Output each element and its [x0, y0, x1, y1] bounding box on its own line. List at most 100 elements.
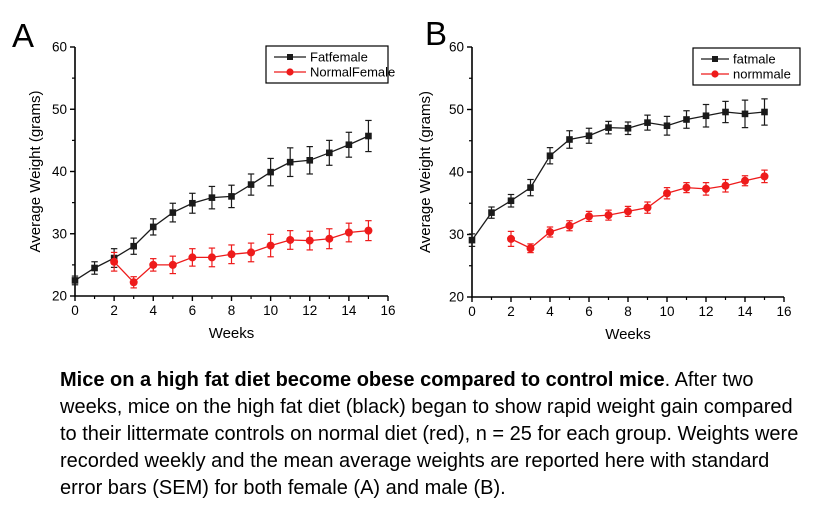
square-marker — [130, 242, 137, 250]
square-marker — [624, 124, 632, 132]
square-marker — [741, 110, 749, 118]
y-tick-label: 20 — [449, 290, 464, 305]
square-marker — [71, 277, 79, 284]
x-tick-label: 16 — [380, 303, 395, 318]
y-axis: 20 30 40 50 60 — [52, 40, 75, 304]
square-marker — [91, 264, 98, 272]
series-markers — [507, 172, 769, 253]
y-tick-label: 40 — [52, 164, 67, 179]
x-tick-label: 10 — [263, 303, 278, 318]
square-marker — [149, 223, 157, 231]
x-tick-label: 4 — [149, 303, 157, 318]
square-marker — [663, 122, 671, 130]
circle-marker — [247, 248, 256, 257]
x-tick-label: 6 — [189, 303, 197, 318]
square-marker — [208, 194, 216, 201]
square-marker — [488, 209, 495, 216]
square-marker — [326, 149, 333, 157]
x-axis-label: Weeks — [209, 325, 255, 342]
y-tick-label: 60 — [449, 40, 464, 55]
circle-marker — [721, 181, 730, 190]
circle-marker — [585, 212, 593, 221]
square-marker — [228, 193, 235, 200]
y-axis-label: Average Weight (grams) — [417, 91, 434, 253]
square-marker — [546, 152, 554, 160]
y-tick-label: 50 — [449, 102, 464, 117]
x-tick-label: 16 — [776, 304, 791, 319]
circle-marker — [624, 207, 632, 216]
series-normmale — [507, 169, 769, 254]
x-tick-label: 0 — [468, 304, 476, 319]
square-marker — [605, 124, 612, 131]
circle-marker — [702, 184, 710, 193]
legend-label: NormalFemale — [310, 65, 395, 80]
x-axis: 0 2 4 6 8 10 12 14 16 — [71, 296, 396, 318]
x-tick-label: 14 — [737, 304, 753, 319]
square-marker — [527, 184, 534, 191]
x-tick-label: 2 — [110, 303, 118, 318]
square-marker — [468, 236, 476, 244]
x-tick-label: 8 — [228, 303, 236, 318]
legend-label: Fatfemale — [310, 50, 368, 65]
circle-marker — [565, 221, 574, 230]
circle-marker — [149, 260, 158, 269]
y-tick-label: 60 — [52, 40, 67, 55]
series-line — [471, 111, 765, 241]
circle-marker — [604, 211, 613, 220]
legend-label: normmale — [733, 67, 791, 82]
charts-row: A 20 30 40 50 60 0 2 4 6 8 10 12 14 16 Weeks Average Wei… — [12, 0, 835, 360]
y-axis: 20 30 40 50 60 — [449, 40, 472, 305]
panel-label-A: A — [12, 17, 34, 54]
circle-marker — [546, 228, 554, 236]
x-tick-label: 12 — [698, 304, 713, 319]
circle-marker — [643, 203, 652, 212]
square-marker — [644, 119, 651, 126]
square-marker — [683, 116, 690, 123]
legend-box — [265, 45, 389, 84]
circle-marker — [682, 183, 691, 192]
square-marker — [702, 112, 710, 120]
circle-marker — [110, 257, 119, 266]
circle-marker — [168, 260, 177, 269]
series-fatmale — [468, 98, 768, 247]
x-tick-label: 14 — [341, 303, 357, 318]
square-marker — [247, 181, 255, 188]
x-tick-label: 10 — [659, 304, 674, 319]
x-tick-label: 4 — [546, 304, 554, 319]
legend-square-marker — [712, 56, 718, 62]
circle-marker — [760, 172, 769, 181]
y-tick-label: 30 — [52, 226, 67, 241]
circle-marker — [325, 234, 334, 243]
circle-marker — [305, 236, 314, 245]
square-marker — [365, 132, 372, 140]
y-tick-label: 20 — [52, 289, 67, 304]
x-tick-label: 8 — [624, 304, 632, 319]
circle-marker — [663, 189, 671, 198]
circle-marker — [507, 234, 515, 243]
series-markers — [468, 108, 768, 244]
y-axis-label: Average Weight (grams) — [27, 90, 44, 252]
square-marker — [722, 108, 729, 116]
legend-label: fatmale — [733, 52, 776, 67]
x-tick-label: 2 — [507, 304, 515, 319]
legend-box — [692, 47, 801, 86]
square-marker — [566, 136, 573, 143]
series-markers — [110, 226, 373, 287]
circle-marker — [741, 176, 749, 185]
panel-b-chart: B 20 30 40 50 60 0 2 4 6 8 10 12 14 16 Weeks Average Wei… — [417, 0, 835, 360]
circle-marker — [526, 244, 535, 253]
caption-body-text: . After two weeks, mice on the high fat … — [60, 369, 799, 499]
error-bars — [507, 169, 768, 254]
circle-marker — [344, 228, 353, 237]
square-marker — [306, 156, 314, 164]
square-marker — [267, 168, 274, 176]
error-bars — [468, 98, 768, 247]
x-axis: 0 2 4 6 8 10 12 14 16 — [468, 297, 792, 319]
panel-label-B: B — [425, 15, 447, 52]
square-marker — [507, 197, 515, 205]
square-marker — [286, 158, 294, 166]
x-tick-label: 6 — [585, 304, 593, 319]
